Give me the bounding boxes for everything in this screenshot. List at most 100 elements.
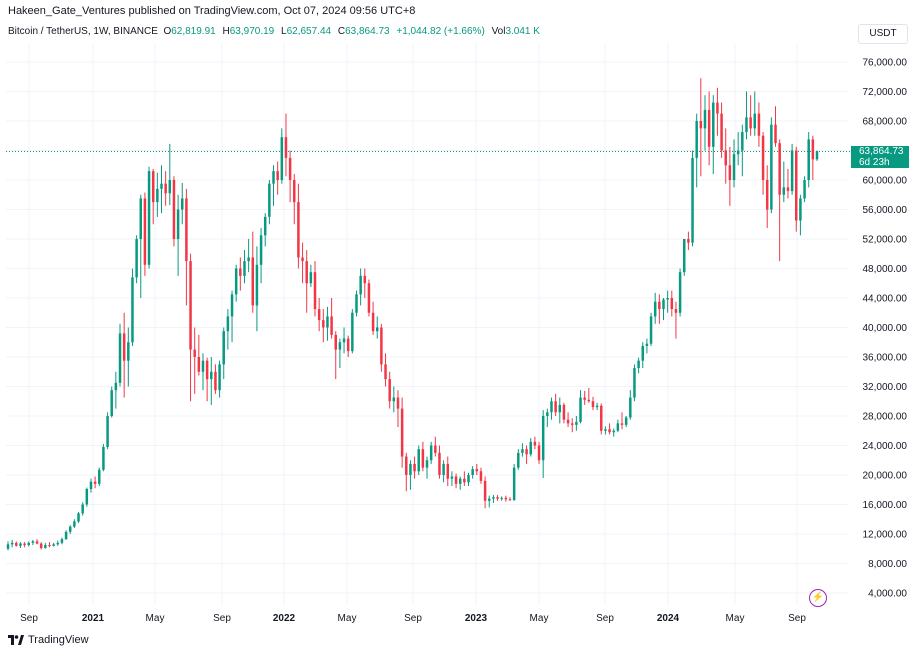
candle-body: [201, 360, 205, 372]
candle: [205, 357, 209, 402]
candle: [641, 342, 644, 369]
candle-body: [122, 333, 126, 361]
candle-body: [575, 421, 578, 425]
lightning-bolt-icon[interactable]: ⚡: [809, 589, 827, 607]
candle: [255, 246, 259, 332]
candle: [712, 95, 715, 175]
price-tick-label: 56,000.00: [863, 205, 908, 216]
time-axis[interactable]: Sep 2021 May Sep 2022 May Sep 2023 May Sep 2024 May…: [20, 613, 806, 624]
candle: [500, 496, 503, 501]
candle: [745, 91, 748, 140]
candle-body: [421, 449, 425, 468]
candle: [790, 143, 794, 195]
candle-body: [210, 371, 213, 380]
time-tick-label: Sep: [596, 613, 614, 624]
candle: [35, 539, 39, 545]
candle: [653, 292, 657, 324]
candle: [127, 327, 130, 387]
candle-body: [139, 198, 143, 239]
candle: [93, 476, 97, 489]
candle: [85, 487, 89, 507]
candle: [782, 161, 786, 203]
price-tick-label: 44,000.00: [863, 294, 908, 305]
candle: [73, 519, 76, 529]
candle: [529, 438, 532, 457]
candle: [243, 250, 246, 284]
candle-body: [807, 139, 810, 180]
candle-body: [736, 150, 740, 155]
candle: [732, 139, 736, 188]
candle: [39, 542, 43, 550]
candle-body: [81, 504, 84, 514]
candle: [131, 268, 134, 346]
candle-body: [761, 135, 765, 180]
candle-body: [811, 139, 815, 160]
candle-body: [753, 113, 757, 129]
candle: [765, 165, 769, 228]
open-value: 62,819.91: [171, 26, 216, 37]
candle-body: [786, 187, 790, 192]
candle-body: [93, 481, 97, 484]
high-value: 63,970.19: [229, 26, 275, 37]
candle-body: [106, 416, 109, 447]
candle: [616, 419, 620, 433]
candle: [280, 128, 284, 184]
candle: [355, 290, 358, 317]
candle: [168, 143, 172, 206]
candle: [334, 331, 337, 380]
price-tick-label: 20,000.00: [863, 471, 908, 482]
candle-body: [313, 272, 317, 310]
price-tick-label: 40,000.00: [863, 323, 908, 334]
close-label: C: [337, 26, 346, 37]
candle-body: [595, 405, 599, 408]
currency-button[interactable]: USDT: [858, 24, 908, 44]
candle: [259, 227, 263, 284]
candle-body: [288, 157, 292, 180]
candle-body: [23, 543, 26, 546]
tradingview-logo[interactable]: TradingView: [8, 634, 89, 646]
candle-body: [541, 416, 545, 461]
candle-body: [35, 541, 39, 544]
candle-body: [135, 239, 138, 278]
candle: [305, 250, 308, 313]
candle-body: [641, 345, 644, 361]
candle-body: [255, 264, 259, 306]
price-tick-label: 16,000.00: [863, 500, 908, 511]
candle: [471, 466, 474, 479]
candle-body: [537, 445, 541, 461]
low-value: 62,657.44: [286, 26, 332, 37]
candle-body: [131, 277, 134, 343]
candle: [504, 495, 508, 502]
candle-body: [529, 441, 532, 455]
candle: [313, 261, 317, 317]
candle: [284, 113, 288, 177]
candle: [521, 443, 524, 457]
candle-body: [284, 137, 288, 158]
candle: [467, 472, 470, 487]
candle: [139, 194, 143, 298]
time-tick-label: May: [146, 613, 165, 624]
candle: [143, 192, 147, 276]
candle: [197, 334, 201, 376]
candle: [442, 460, 445, 483]
candle-body: [164, 183, 167, 194]
candle-body: [60, 539, 64, 543]
candle: [463, 471, 466, 487]
candle: [81, 502, 84, 516]
price-axis[interactable]: 76,000.0072,000.0068,000.0064,000.0060,0…: [863, 58, 908, 600]
candle: [566, 412, 570, 428]
symbol-title[interactable]: Bitcoin / TetherUS, 1W, BINANCE: [8, 26, 158, 37]
candle: [450, 471, 454, 487]
price-tick-label: 28,000.00: [863, 412, 908, 423]
candle: [533, 436, 537, 450]
candle: [488, 495, 491, 508]
candle-body: [488, 498, 491, 501]
candle: [114, 371, 118, 409]
candle: [48, 542, 51, 548]
bar-countdown: 6d 23h: [859, 157, 890, 168]
candle-body: [413, 463, 416, 472]
candle-body: [778, 143, 781, 195]
candle: [371, 301, 375, 335]
candle-body: [392, 397, 396, 402]
